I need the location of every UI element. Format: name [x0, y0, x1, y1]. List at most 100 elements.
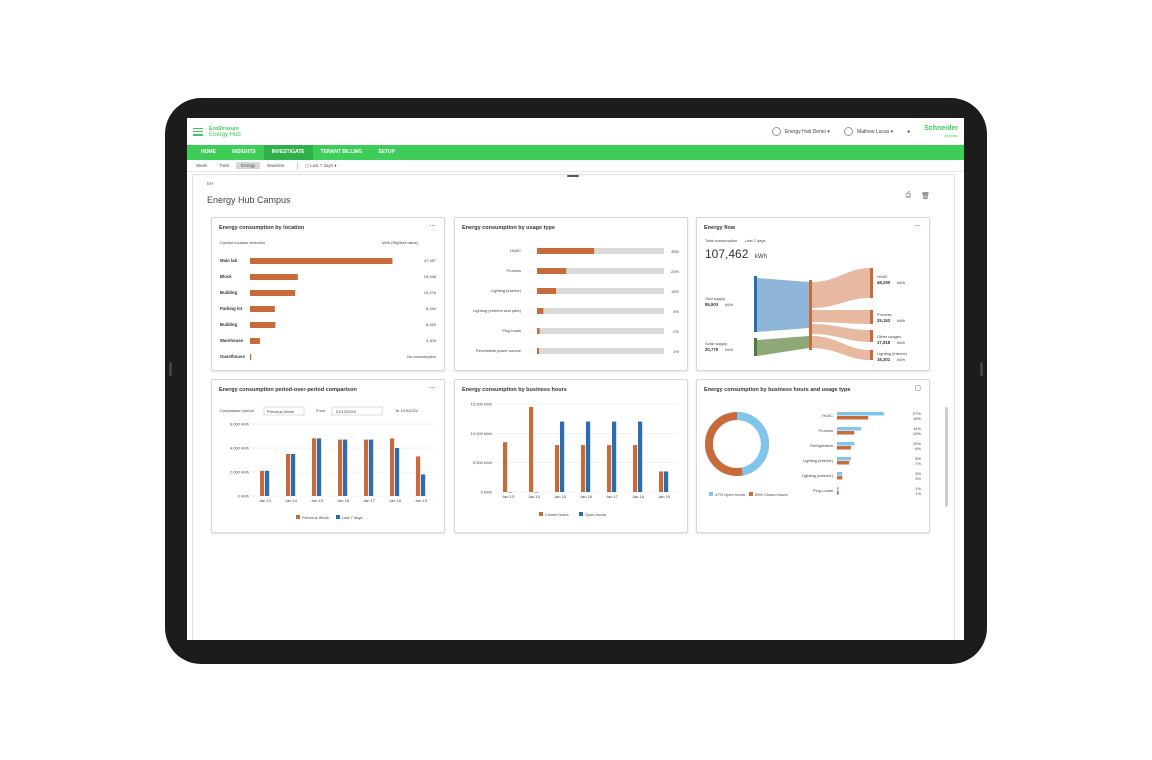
scrollbar[interactable]	[945, 407, 948, 507]
business-hours-chart: 15,000 kWh 10,000 kWh 5,000 kWh 0 kWh Jan 13…	[471, 402, 677, 517]
usage-bar	[537, 268, 567, 274]
usage-bar	[537, 308, 544, 314]
site-selector[interactable]: Energy Hub Demo ▾	[771, 127, 830, 136]
card-title: Energy consumption period-over-period co…	[219, 387, 357, 393]
nav-insights[interactable]: INSIGHTS	[232, 149, 256, 155]
hu-closed-value: 18%	[913, 416, 921, 421]
usage-label: Process	[507, 268, 521, 273]
divider	[297, 161, 299, 170]
hours-usage-chart: 47% Open hours 53% Closed hours HVAC 27%1…	[705, 411, 921, 497]
card-title: Energy consumption by business hours and…	[704, 387, 851, 393]
hu-closed-bar	[837, 491, 839, 495]
hu-open-bar	[837, 472, 843, 476]
location-filter-left: Current location selection	[220, 240, 265, 245]
card-period-comparison: Energy consumption period-over-period co…	[211, 379, 445, 533]
location-value: 15,076	[424, 290, 437, 295]
print-icon[interactable]: ⎙	[905, 192, 912, 199]
energy-flow-chart: Total consumption Last 7 days 107,462 kW…	[705, 238, 908, 362]
hu-closed-value: 8%	[915, 446, 921, 451]
trash-icon[interactable]: 🗑	[921, 193, 930, 200]
user-menu[interactable]: Mathew Lucas ▾	[843, 127, 894, 136]
menu-icon[interactable]	[193, 127, 203, 136]
usage-value: 23%	[671, 269, 679, 274]
hu-open-value: 3%	[915, 471, 921, 476]
x-tick-label: Jan 15	[554, 494, 567, 499]
nav-tenant-billing[interactable]: TENANT BILLING	[320, 149, 363, 155]
usage-label: Lighting (exterior and park)	[473, 308, 521, 313]
legend-open-pct: 47% Open hours	[715, 492, 745, 497]
usage-type-chart: HVAC ◦ 45% Process ◦ 23% Lighting (interior) ◦ 1…	[473, 248, 679, 354]
sub-tab-total[interactable]: Total	[219, 163, 229, 168]
chart-bar	[508, 492, 513, 493]
site-icon	[771, 127, 781, 136]
nav-investigate[interactable]: INVESTIGATE	[263, 145, 313, 160]
chart-bar	[291, 454, 296, 496]
chart-bar	[581, 445, 586, 492]
app-logo[interactable]: EcoStruxure Energy Hub	[209, 126, 241, 138]
sub-tab-baseline[interactable]: Baseline	[267, 163, 285, 168]
chart-bar	[395, 448, 400, 496]
sub-toolbar: Week Total Energy Baseline ▢ Last 7 days…	[187, 160, 964, 172]
help-icon[interactable]: ●	[907, 128, 911, 135]
chevron-down-icon: ▾	[889, 128, 894, 135]
location-filter-right: kWh (Highest value)	[382, 240, 419, 245]
sub-tab-week[interactable]: Week	[196, 163, 208, 168]
top-bar: EcoStruxure Energy Hub Energy Hub Demo ▾…	[187, 118, 964, 145]
usage-bar-track	[537, 288, 664, 294]
location-value: 8,483	[426, 322, 437, 327]
location-bar	[250, 354, 252, 360]
sub-tab-energy[interactable]: Energy	[235, 162, 261, 169]
flow-process-node	[870, 310, 873, 324]
chart-bar	[638, 421, 643, 492]
flow-output-label: HVAC	[877, 274, 888, 279]
nav-setup[interactable]: SETUP	[378, 149, 395, 155]
chart-bar	[260, 470, 265, 496]
flow-other-band	[812, 324, 870, 342]
flow-grid-node	[754, 276, 757, 332]
x-tick-label: Jan 19	[658, 494, 671, 499]
user-icon	[843, 127, 853, 136]
hu-open-value: 8%	[915, 456, 921, 461]
more-icon[interactable]: ⋯	[429, 385, 436, 392]
card-usage-type: Energy consumption by usage type HVAC ◦ 45…	[454, 217, 688, 371]
site-selector-label: Energy Hub Demo	[784, 128, 827, 135]
hu-label: Lighting (exterior)	[802, 473, 834, 478]
calendar-icon[interactable]: ▢	[914, 385, 921, 392]
location-value: 3,309	[426, 338, 437, 343]
chart-bar	[534, 492, 539, 493]
donut-open-slice	[705, 412, 769, 476]
breadcrumb[interactable]: EH	[207, 181, 214, 186]
chart-bar	[529, 406, 534, 492]
hu-open-bar	[837, 457, 851, 461]
flow-solar-value: 20,779	[705, 347, 719, 352]
usage-icon: ◦	[529, 249, 531, 254]
chevron-down-icon: ▾	[826, 128, 830, 135]
usage-bar-track	[537, 348, 664, 354]
hu-label: Process	[819, 428, 833, 433]
location-bar	[250, 258, 393, 264]
chart-bar	[317, 438, 322, 496]
date-range-select[interactable]: Last 7 days	[309, 163, 333, 168]
x-tick-label: Jan 18	[389, 498, 402, 503]
tablet-frame: EcoStruxure Energy Hub Energy Hub Demo ▾…	[165, 98, 987, 664]
location-label: Guesthouse	[220, 354, 245, 359]
chart-bar	[586, 421, 591, 492]
more-icon[interactable]: ⋯	[914, 223, 921, 230]
x-tick-label: Jan 15	[311, 498, 324, 503]
usage-bar-track	[537, 308, 664, 314]
x-tick-label: Jan 14	[285, 498, 298, 503]
calendar-icon: ▢	[304, 162, 310, 168]
x-tick-label: Jan 16	[580, 494, 593, 499]
flow-subtitle: Total consumption	[705, 238, 737, 243]
usage-bar-track	[537, 328, 664, 334]
flow-grid-unit: kWh	[725, 302, 733, 307]
flow-lighting-band	[812, 336, 870, 360]
drag-handle[interactable]	[567, 175, 579, 177]
x-tick-label: Jan 14	[528, 494, 541, 499]
more-icon[interactable]: ⋯	[429, 223, 436, 230]
y-tick-label: 15,000 kWh	[471, 402, 492, 407]
hu-open-bar	[837, 487, 839, 491]
flow-output-value: 17,918	[877, 340, 891, 345]
flow-subtitle-small: Last 7 days	[745, 238, 765, 243]
nav-home[interactable]: HOME	[201, 149, 216, 155]
